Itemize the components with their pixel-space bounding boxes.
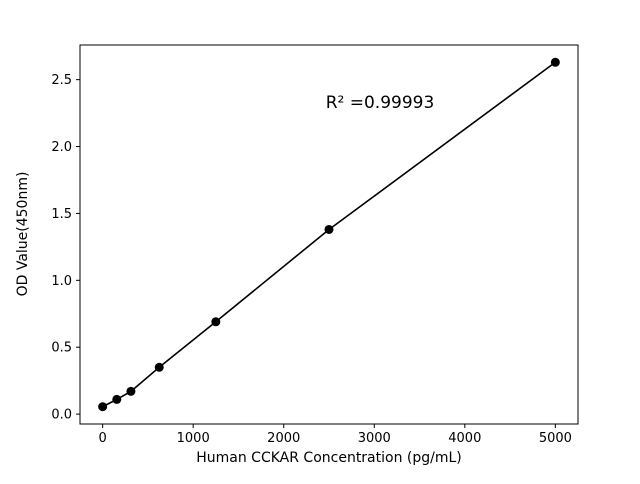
x-tick-label: 2000 (267, 431, 300, 446)
x-tick-label: 0 (98, 431, 106, 446)
data-point (211, 317, 221, 327)
x-tick-label: 1000 (177, 431, 210, 446)
data-point (324, 224, 334, 234)
x-tick-label: 5000 (539, 431, 572, 446)
x-tick-label: 3000 (358, 431, 391, 446)
plot-border (79, 44, 579, 425)
y-tick-label: 0.0 (51, 408, 72, 423)
y-tick-label: 0.5 (51, 341, 72, 356)
x-tick-label: 4000 (448, 431, 481, 446)
chart-plot-area: 0 1000 2000 3000 4000 5000 0.0 0.5 1.0 1.5 2.0 2.5 (51, 44, 579, 446)
data-point (98, 402, 108, 412)
y-tick-label: 1.5 (51, 207, 72, 222)
y-tick-label: 1.0 (51, 274, 72, 289)
fit-line (102, 61, 556, 408)
y-axis-label: OD Value(450nm) (15, 172, 31, 297)
r-squared-annotation: R² =0.99993 (326, 93, 435, 113)
data-point (154, 362, 164, 372)
y-tick-label: 2.0 (51, 140, 72, 155)
data-point (112, 394, 122, 404)
data-point (126, 386, 136, 396)
data-point (550, 57, 560, 67)
x-axis-label: Human CCKAR Concentration (pg/mL) (196, 450, 462, 466)
y-tick-label: 2.5 (51, 73, 72, 88)
